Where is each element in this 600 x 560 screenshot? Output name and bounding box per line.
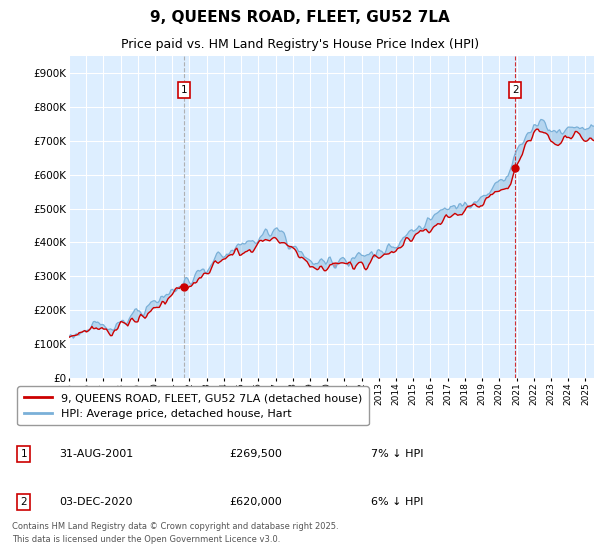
Text: 2: 2	[20, 497, 27, 507]
Point	[511, 164, 520, 172]
Text: 1: 1	[181, 85, 187, 95]
Text: 9, QUEENS ROAD, FLEET, GU52 7LA: 9, QUEENS ROAD, FLEET, GU52 7LA	[150, 10, 450, 25]
Text: £269,500: £269,500	[229, 449, 283, 459]
Text: 1: 1	[20, 449, 27, 459]
Text: Price paid vs. HM Land Registry's House Price Index (HPI): Price paid vs. HM Land Registry's House …	[121, 38, 479, 52]
Legend: 9, QUEENS ROAD, FLEET, GU52 7LA (detached house), HPI: Average price, detached h: 9, QUEENS ROAD, FLEET, GU52 7LA (detache…	[17, 386, 368, 425]
Point	[179, 282, 188, 291]
Text: £620,000: £620,000	[229, 497, 282, 507]
Text: 03-DEC-2020: 03-DEC-2020	[59, 497, 133, 507]
Text: 7% ↓ HPI: 7% ↓ HPI	[371, 449, 423, 459]
Text: Contains HM Land Registry data © Crown copyright and database right 2025.
This d: Contains HM Land Registry data © Crown c…	[12, 522, 338, 544]
Text: 6% ↓ HPI: 6% ↓ HPI	[371, 497, 423, 507]
Text: 31-AUG-2001: 31-AUG-2001	[59, 449, 133, 459]
Text: 2: 2	[512, 85, 518, 95]
